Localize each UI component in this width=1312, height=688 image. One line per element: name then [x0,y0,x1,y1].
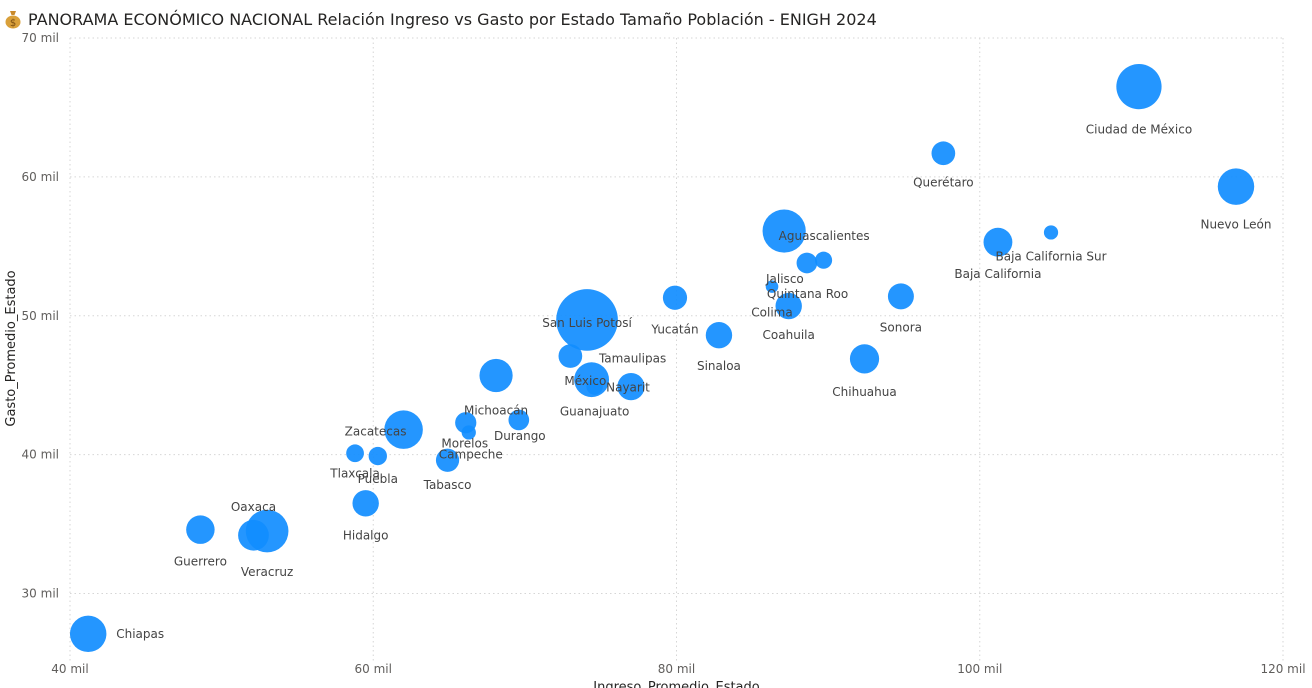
data-label: Veracruz [241,565,293,579]
bubble-point[interactable] [887,283,914,310]
data-label: Campeche [439,447,503,461]
bubble-series [69,63,1255,653]
bubble-point[interactable] [558,344,583,368]
data-label: Oaxaca [231,500,276,514]
data-label: Guerrero [174,555,227,569]
y-tick-label: 70 mil [22,31,59,45]
chart-title: PANORAMA ECONÓMICO NACIONAL Relación Ing… [28,9,877,29]
bubble-point[interactable] [556,289,618,351]
bubble-point[interactable] [346,444,364,463]
bubble-point[interactable] [765,280,779,293]
data-labels: Chiapas Guerrero Oaxaca Veracruz Hidalgo Tlax… [116,123,1271,641]
bubble-point[interactable] [508,409,530,431]
data-label: Morelos [441,437,488,451]
gridlines [69,37,1284,663]
y-tick-label: 40 mil [22,448,59,462]
axes: 30 mil 40 mil 50 mil 60 mil 70 mil 40 mil 60 m… [4,31,1306,688]
bubble-point[interactable] [368,446,387,466]
data-label: Nuevo León [1200,218,1271,232]
x-tick-label: 40 mil [51,662,88,676]
bubble-point[interactable] [705,322,733,349]
data-label: Zacatecas [345,425,407,439]
bubble-point[interactable] [815,251,833,269]
bubble-point[interactable] [1217,168,1255,205]
data-label: Tabasco [423,478,472,492]
data-label: Aguascalientes [779,229,870,243]
y-tick-label: 60 mil [22,170,59,184]
x-axis-title: Ingreso_Promedio_Estado [593,680,760,688]
bubble-point[interactable] [586,378,603,395]
data-label: Durango [494,429,546,443]
y-axis-title: Gasto_Promedio_Estado [4,270,19,426]
data-label: Jalisco [765,272,804,286]
bubble-point[interactable] [384,410,423,449]
data-label: Guanajuato [560,405,630,419]
bubble-point[interactable] [617,372,645,401]
bubble-point[interactable] [662,285,688,310]
bubble-point[interactable] [352,490,379,517]
bubble-point[interactable] [1116,63,1162,110]
x-tick-label: 60 mil [355,662,392,676]
data-label: Hidalgo [343,528,389,542]
bubble-point[interactable] [762,209,806,253]
data-label: Nayarit [606,381,650,395]
data-label: Michoacán [464,404,528,418]
data-label: Sinaloa [697,359,741,373]
data-label: Ciudad de México [1086,123,1192,137]
chart-header: $ PANORAMA ECONÓMICO NACIONAL Relación I… [4,7,877,31]
bubble-point[interactable] [775,292,802,320]
bubble-point[interactable] [69,615,107,653]
y-tick-label: 50 mil [22,309,59,323]
data-label: Quintana Roo [767,287,848,301]
bubble-point[interactable] [238,519,269,551]
data-label: Chiapas [116,627,164,641]
x-tick-label: 80 mil [658,662,695,676]
data-label: Baja California [954,267,1041,281]
data-label: Sonora [880,320,922,334]
data-label: Baja California Sur [995,249,1106,263]
bubble-point[interactable] [435,448,460,472]
data-label: Coahuila [763,328,815,342]
data-label: San Luis Potosí [542,316,632,330]
y-tick-label: 30 mil [22,587,59,601]
data-label: Puebla [358,472,398,486]
bubble-point[interactable] [931,141,956,166]
money-bag-icon: $ [5,11,21,29]
data-label: Yucatán [650,323,698,337]
bubble-point[interactable] [461,425,476,440]
bubble-point[interactable] [186,515,215,544]
data-label: México [564,374,606,388]
bubble-point[interactable] [983,227,1013,257]
bubble-point[interactable] [849,344,880,374]
bubble-point[interactable] [796,252,818,274]
data-label: Tamaulipas [598,352,666,366]
data-label: Colima [751,306,792,320]
bubble-point[interactable] [1043,225,1059,240]
data-label: Querétaro [913,175,974,189]
data-label: Chihuahua [832,385,896,399]
x-tick-label: 100 mil [957,662,1002,676]
x-tick-label: 120 mil [1260,662,1305,676]
svg-text:$: $ [10,18,16,29]
bubble-point[interactable] [479,358,513,393]
data-label: Tlaxcala [329,466,380,480]
